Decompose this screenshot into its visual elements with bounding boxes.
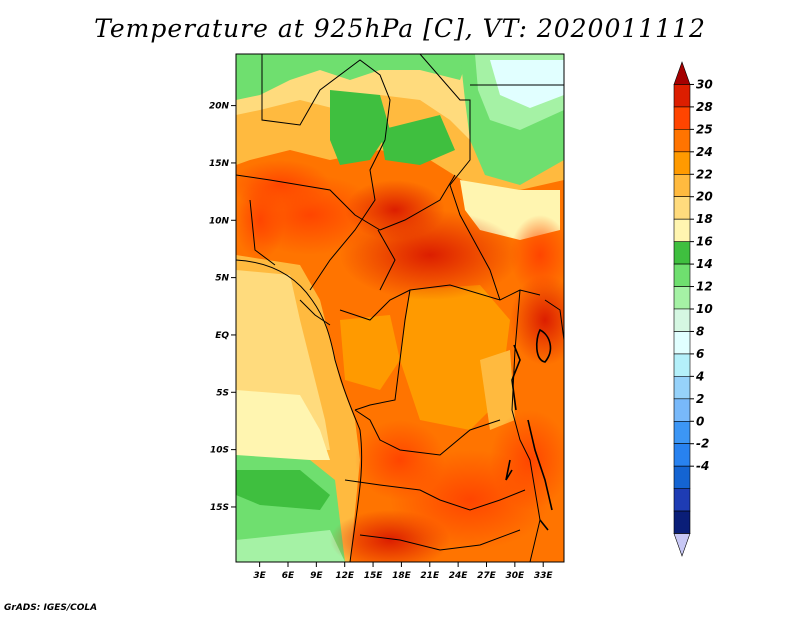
lat-tick-label: 10N — [209, 216, 230, 226]
map-frame — [235, 53, 565, 563]
chart-title: Temperature at 925hPa [C], VT: 202001111… — [94, 14, 706, 43]
colorbar-swatch — [673, 263, 691, 287]
colorbar-swatch — [673, 420, 691, 445]
lon-tick-label: 15E — [364, 571, 384, 581]
colorbar-label: 22 — [696, 167, 713, 181]
colorbar-label: 0 — [696, 414, 704, 428]
lon-tick-label: 27E — [477, 571, 497, 581]
lon-tick-label: 6E — [282, 571, 295, 581]
grads-credit: GrADS: IGES/COLA — [4, 603, 98, 613]
colorbar-label: 25 — [696, 122, 713, 136]
colorbar-label: 14 — [696, 257, 713, 271]
lon-tick-label: 21E — [420, 571, 440, 581]
colorbar-swatch — [673, 331, 691, 355]
colorbar-label: 12 — [696, 280, 713, 294]
lat-tick-label: 5S — [216, 388, 229, 398]
country-borders — [236, 54, 564, 562]
lat-tick-label: 15S — [210, 503, 229, 513]
colorbar-label: 24 — [696, 145, 713, 159]
temperature-field — [236, 54, 564, 562]
colorbar-label: 8 — [696, 324, 704, 338]
colorbar-swatch — [673, 241, 691, 265]
latitude-axis: 20N 15N 10N 5N EQ 5S 10S 15S — [209, 102, 236, 513]
colorbar-swatch — [673, 61, 691, 85]
lake-outlines — [505, 328, 553, 531]
colorbar-label: -2 — [696, 437, 709, 451]
colorbar-swatch — [673, 151, 691, 175]
colorbar-swatch — [673, 173, 691, 198]
colorbar-swatch — [673, 196, 691, 220]
colorbar-swatch — [673, 533, 691, 557]
colorbar-label: -4 — [696, 459, 709, 473]
lon-tick-label: 3E — [253, 571, 266, 581]
colorbar-label: 2 — [696, 392, 704, 406]
lon-tick-label: 33E — [534, 571, 554, 581]
colorbar-label: 18 — [696, 212, 713, 226]
colorbar-swatch — [673, 465, 691, 489]
colorbar-swatch — [673, 308, 691, 332]
colorbar-swatch — [673, 129, 691, 153]
colorbar-label: 28 — [696, 100, 713, 114]
colorbar-label: 20 — [696, 190, 713, 204]
lat-tick-label: 15N — [209, 159, 230, 169]
lat-tick-label: EQ — [215, 331, 229, 341]
lon-tick-label: 9E — [310, 571, 323, 581]
colorbar-label: 30 — [696, 77, 713, 91]
colorbar-swatch — [673, 286, 691, 310]
lon-tick-label: 18E — [392, 571, 412, 581]
colorbar-label: 16 — [696, 235, 713, 249]
colorbar-swatch — [673, 376, 691, 400]
colorbar-swatch — [673, 106, 691, 130]
colorbar-swatch — [673, 218, 691, 242]
colorbar-swatch — [673, 488, 691, 512]
colorbar-label: 10 — [696, 302, 713, 316]
colorbar-swatch — [673, 443, 691, 467]
lat-tick-label: 10S — [210, 446, 229, 456]
longitude-axis: 3E 6E 9E 12E 15E 18E 21E 24E 27E 30E 33E — [253, 562, 553, 581]
colorbar-swatch — [673, 510, 691, 534]
lon-tick-label: 12E — [335, 571, 355, 581]
colorbar-swatch — [673, 84, 691, 108]
lon-tick-label: 30E — [506, 571, 526, 581]
lat-tick-label: 20N — [209, 102, 230, 112]
colorbar-swatch — [673, 398, 691, 422]
colorbar-label: 6 — [696, 347, 704, 361]
lat-tick-label: 5N — [215, 274, 229, 284]
colorbar-label: 4 — [695, 369, 704, 383]
lon-tick-label: 24E — [449, 571, 469, 581]
colorbar-swatch — [673, 353, 691, 377]
